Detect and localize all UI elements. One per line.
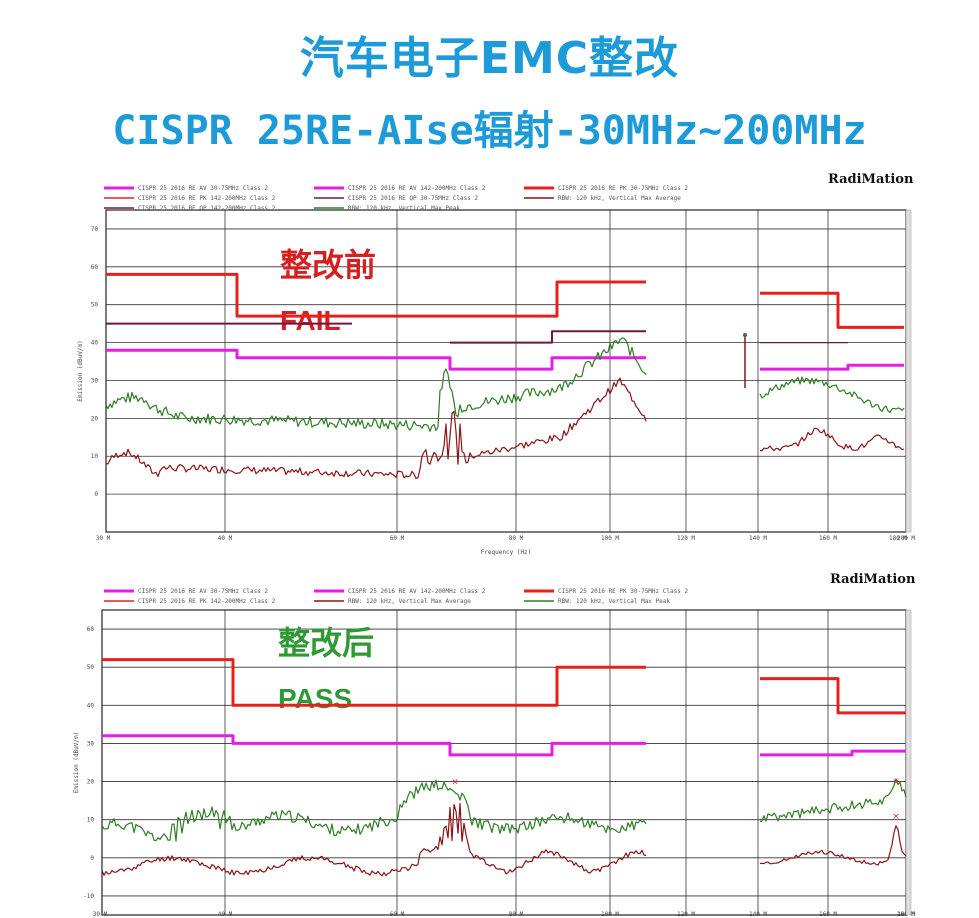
chart2-ytick-label: 20	[87, 779, 95, 786]
chart1-frame	[105, 209, 907, 533]
chart2-ytick-label: 50	[87, 664, 95, 671]
chart2-legend-label: CISPR 25 2016 RE AV 30-75MHz Class 2	[138, 588, 268, 595]
chart2-legend-label: RBW: 120 kHz, Vertical Max Average	[348, 598, 471, 605]
chart1-peak-trace	[105, 337, 647, 432]
chart2-ytick-label: 40	[87, 702, 95, 709]
chart1-peak-trace-high	[759, 376, 905, 413]
chart2-limit-peak-line-high	[760, 677, 906, 715]
chart1-legend-label: CISPR 25 2016 RE QP 30-75MHz Class 2	[348, 195, 478, 202]
chart2-xtick-label: 80 M	[509, 911, 524, 918]
chart1-scroll-strip	[905, 209, 912, 533]
page-subtitle: CISPR 25RE-AIse辐射-30MHz~200MHz	[112, 108, 867, 154]
chart1-legend-label: CISPR 25 2016 RE PK 30-75MHz Class 2	[558, 185, 688, 192]
chart1-ytick-label: 60	[91, 264, 99, 271]
chart2-legend-label: CISPR 25 2016 RE AV 142-200MHz Class 2	[348, 588, 486, 595]
chart1-ytick-label: 30	[91, 377, 99, 384]
chart1-ytick-label: 20	[91, 415, 99, 422]
chart2-xtick-label: 140 M	[749, 911, 767, 918]
chart2-limit-avg-line	[102, 734, 646, 757]
page-title: 汽车电子EMC整改	[299, 33, 680, 84]
chart1-xtick-label: 200 M	[897, 535, 915, 542]
chart2-peak-trace-high	[759, 778, 907, 822]
chart2-legend-label: CISPR 25 2016 RE PK 142-200MHz Class 2	[138, 598, 276, 605]
chart1-legend-label: CISPR 25 2016 RE QP 142-200MHz Class 2	[138, 205, 276, 212]
brand-logo-bottom: RadiMation	[830, 572, 916, 587]
chart1-avg-trace-high	[759, 427, 905, 452]
chart1-xtick-label: 60 M	[390, 535, 405, 542]
chart1-xtick-label: 180 M	[889, 535, 907, 542]
chart2-legend-label: CISPR 25 2016 RE PK 30-75MHz Class 2	[558, 588, 688, 595]
chart1-limit-peak-line-high	[760, 291, 904, 329]
chart2-avg-trace-high	[759, 825, 907, 866]
chart2-xtick-label: 160 M	[819, 911, 837, 918]
chart1-annotation-cn: 整改前	[280, 246, 376, 284]
chart1-ytick-label: 50	[91, 302, 99, 309]
chart1-legend-label: CISPR 25 2016 RE AV 142-200MHz Class 2	[348, 185, 486, 192]
chart2-xtick-label: 40 M	[218, 911, 233, 918]
chart1-ytick-label: 40	[91, 340, 99, 347]
chart1-limit-avg-line	[106, 348, 646, 371]
brand-logo-top: RadiMation	[828, 172, 914, 187]
chart1-ytick-label: 0	[94, 491, 98, 498]
chart2-peak-marker: ×	[892, 812, 900, 822]
chart1-xtick-label: 80 M	[509, 535, 524, 542]
chart1-xtick-label: 30 M	[96, 535, 111, 542]
chart2-limit-avg-line-high	[760, 749, 906, 757]
chart2-ytick-label: 10	[87, 817, 95, 824]
chart1-marker-dot	[743, 333, 747, 338]
chart1-ytick-label: 70	[91, 226, 99, 233]
chart2-ytick-label: -10	[83, 893, 94, 900]
chart1-xlabel: Frequency (Hz)	[481, 549, 532, 556]
chart1-xtick-label: 40 M	[218, 535, 233, 542]
chart1-avg-trace	[105, 377, 647, 479]
chart1-legend-label: CISPR 25 2016 RE AV 30-75MHz Class 2	[138, 185, 268, 192]
chart2-xtick-label: 100 M	[601, 911, 619, 918]
chart2-annotation-status: PASS	[278, 683, 352, 714]
chart2-peak-marker: ×	[451, 778, 459, 788]
chart1-xtick-label: 160 M	[819, 535, 837, 542]
chart2-ylabel: Emission (dBuV/m)	[73, 732, 80, 793]
chart2-annotation-cn: 整改后	[278, 624, 374, 662]
chart1-legend-label: CISPR 25 2016 RE PK 142-200MHz Class 2	[138, 195, 276, 202]
chart2-peak-trace	[101, 779, 647, 842]
chart1-legend-label: RBW: 120 kHz, Vertical Max Average	[558, 195, 681, 202]
chart1-ytick-label: 10	[91, 453, 99, 460]
chart2-peak-marker: ×	[892, 778, 900, 788]
chart2-avg-trace	[101, 802, 647, 877]
chart1-annotation-status: FAIL	[280, 305, 341, 336]
chart2-limit-peak-line	[102, 658, 646, 707]
chart1-legend-label: RBW: 120 kHz, Vertical Max Peak	[348, 205, 460, 212]
chart1-limit-avg-line-high	[760, 363, 904, 371]
chart2-xtick-label: 120 M	[677, 911, 695, 918]
chart1-xtick-label: 140 M	[749, 535, 767, 542]
chart2-legend-label: RBW: 120 kHz, Vertical Max Peak	[558, 598, 670, 605]
chart2-xtick-label: 60 M	[390, 911, 405, 918]
chart1-xtick-label: 100 M	[601, 535, 619, 542]
chart2-ytick-label: 30	[87, 740, 95, 747]
chart2-scroll-strip	[905, 609, 912, 916]
chart1-xtick-label: 120 M	[677, 535, 695, 542]
chart1-limit-peak-line	[106, 272, 646, 318]
chart2-ytick-label: 0	[90, 855, 94, 862]
chart1-limit-qp-line-mid	[450, 330, 646, 344]
chart2-xtick-label: 30 M	[93, 911, 108, 918]
chart2-ytick-label: 60	[87, 626, 95, 633]
chart1-ylabel: Emission (dBuV/m)	[77, 340, 84, 401]
